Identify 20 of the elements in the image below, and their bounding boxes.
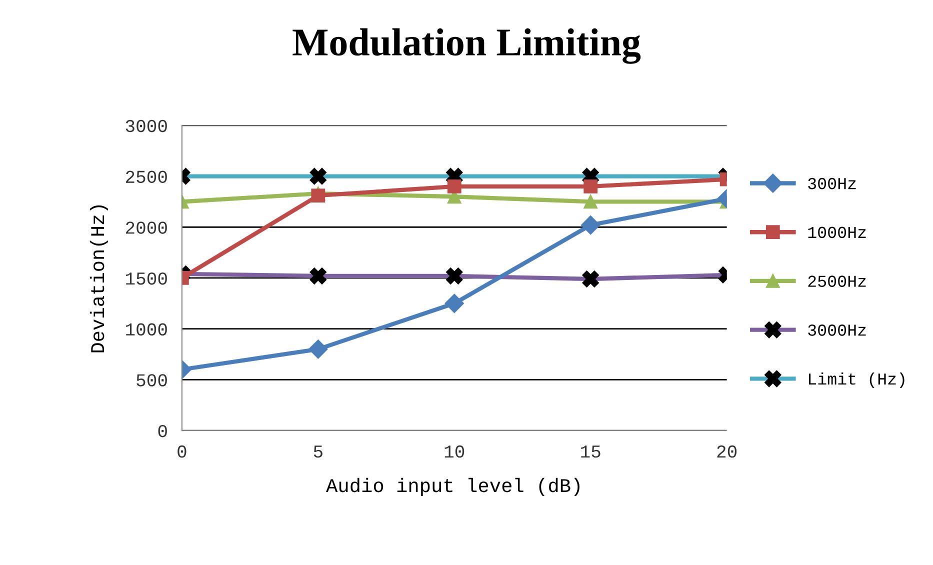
x-axis-title: Audio input level (dB) xyxy=(326,478,580,496)
y-tick-label: 2000 xyxy=(126,222,167,234)
y-tick-label: 0 xyxy=(158,424,167,438)
y-axis-title: Deviation(Hz) xyxy=(90,205,108,352)
y-tick-label: 2500 xyxy=(126,170,167,183)
y-tick-label: 1500 xyxy=(126,272,167,285)
legend-label: Limit (Hz) xyxy=(809,372,904,388)
x-tick-label: 5 xyxy=(314,446,322,458)
legend-label: 1000Hz xyxy=(808,226,866,238)
y-tick-label: 1000 xyxy=(126,323,167,336)
x-tick-label: 20 xyxy=(717,445,737,458)
legend-label: 3000Hz xyxy=(808,324,866,336)
x-tick-label: 15 xyxy=(581,446,600,458)
y-tick-label: 500 xyxy=(136,374,167,386)
x-tick-label: 0 xyxy=(178,445,186,458)
legend-label: 2500Hz xyxy=(808,276,866,287)
legend-label: 300Hz xyxy=(808,178,856,190)
chart-title: Modulation Limiting xyxy=(292,28,641,64)
y-tick-label: 3000 xyxy=(126,120,167,132)
x-tick-label: 10 xyxy=(444,445,464,458)
